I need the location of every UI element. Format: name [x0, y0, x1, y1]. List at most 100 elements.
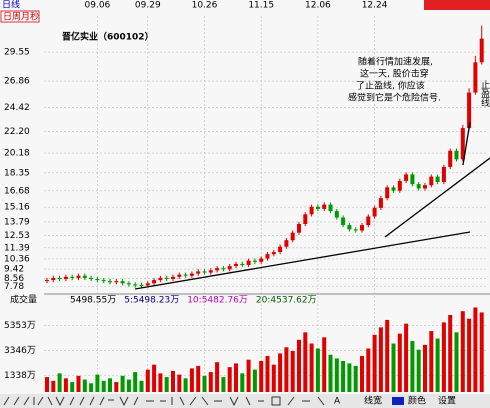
toolbar-text[interactable]: 颜色 — [408, 395, 426, 407]
candle-body — [297, 224, 301, 233]
volume-bar — [322, 337, 327, 392]
volume-bar — [385, 319, 390, 392]
candle-body — [208, 270, 213, 273]
volume-bar — [479, 312, 484, 392]
volume-bar — [265, 355, 270, 392]
period-tabs[interactable]: 日周月秒 — [3, 11, 39, 23]
volume-bar — [133, 372, 138, 392]
candle-body — [259, 258, 264, 262]
y-tick-label: 10.36 — [4, 254, 30, 264]
candle-body — [366, 216, 371, 226]
candle-body — [353, 229, 358, 231]
candle-body — [315, 206, 320, 209]
volume-bar — [120, 375, 125, 392]
y-tick-label: 8.56 — [4, 274, 24, 284]
color-swatch[interactable] — [392, 397, 404, 405]
candle-body — [391, 187, 396, 191]
volume-bar — [240, 373, 245, 392]
candle-body — [454, 150, 459, 160]
volume-bar — [126, 379, 131, 392]
annotation: 感觉到它是个危险信号. — [348, 92, 441, 104]
candle-body — [164, 277, 169, 279]
candle-body — [372, 207, 377, 217]
volume-bar — [441, 322, 446, 392]
status-box — [424, 0, 490, 10]
volume-bar — [145, 369, 150, 392]
candle-body — [114, 281, 119, 283]
volume-bar — [360, 355, 364, 392]
y-tick-label: 7.78 — [4, 282, 24, 292]
volume-bar — [391, 343, 396, 392]
candle-body — [467, 92, 472, 129]
y-tick-label: 12.53 — [4, 231, 30, 241]
annotation: 这一天, 股价击穿 — [360, 68, 429, 80]
volume-bar — [246, 359, 251, 392]
y-tick-label: 20.18 — [4, 149, 30, 159]
x-tick-label: 10.26 — [192, 1, 218, 11]
y-tick-label: 15.16 — [4, 203, 30, 213]
candle-body — [202, 271, 207, 273]
volume-bar — [259, 360, 264, 392]
volume-bar — [189, 368, 194, 392]
toolbar-text[interactable]: 设置 — [438, 396, 456, 407]
y-tick-label: 29.55 — [4, 48, 30, 58]
candle-body — [416, 184, 421, 189]
annotation: 随着行情加速发展, — [358, 56, 433, 68]
candle-body — [139, 284, 144, 286]
candle-body — [473, 62, 478, 93]
y-tick-label: 1338万 — [4, 371, 36, 381]
volume-bar — [454, 332, 459, 392]
volume-bar — [177, 374, 182, 392]
volume-bar — [423, 344, 427, 392]
candle-body — [341, 217, 346, 226]
candle-body — [152, 280, 157, 284]
x-tick-label: 09.06 — [85, 1, 111, 11]
candle-body — [45, 280, 49, 282]
candle-body — [63, 276, 68, 279]
candle-body — [101, 280, 106, 282]
candle-body — [189, 273, 194, 276]
toolbar-text[interactable]: A — [334, 397, 341, 407]
candle-body — [378, 198, 383, 208]
candle-body — [448, 150, 453, 167]
volume-bar — [70, 382, 75, 392]
candle-body — [460, 128, 465, 160]
candle-body — [221, 268, 226, 270]
candle-body — [303, 214, 308, 225]
candle-body — [126, 283, 131, 285]
volume-bar — [171, 370, 175, 392]
volume-bar — [347, 363, 352, 392]
volume-title: 成交量 — [10, 294, 37, 306]
tab-box[interactable] — [0, 10, 40, 23]
candle-body — [271, 252, 276, 255]
candle-body — [441, 166, 446, 182]
volume-bar — [467, 318, 472, 392]
trend-line — [384, 157, 490, 238]
trend-line — [134, 231, 471, 290]
volume-bar — [51, 380, 56, 392]
candle-body — [328, 204, 333, 212]
toolbar-text[interactable]: 线宽 — [364, 395, 382, 407]
candle-body — [215, 268, 220, 271]
volume-header: 5:5498.23万 — [124, 296, 179, 306]
volume-header: 20:4537.62万 — [256, 296, 317, 306]
candle-body — [177, 274, 182, 277]
toolbar-icons[interactable] — [3, 396, 325, 407]
side-note: 止盈线 — [479, 79, 490, 107]
chart-title: 晋亿实业（600102） — [62, 31, 154, 43]
volume-bar — [101, 380, 106, 392]
y-tick-label: 5353万 — [4, 321, 36, 331]
volume-bar — [95, 374, 100, 392]
volume-bar — [448, 314, 453, 392]
volume-bar — [290, 350, 295, 392]
volume-bar — [315, 348, 320, 392]
volume-bar — [416, 349, 421, 392]
candle-body — [410, 174, 415, 185]
volume-bar — [473, 307, 478, 392]
candle-body — [284, 240, 289, 247]
candle-body — [196, 271, 201, 274]
candle-body — [145, 283, 150, 286]
candle-body — [133, 284, 138, 286]
candle-body — [429, 176, 434, 186]
